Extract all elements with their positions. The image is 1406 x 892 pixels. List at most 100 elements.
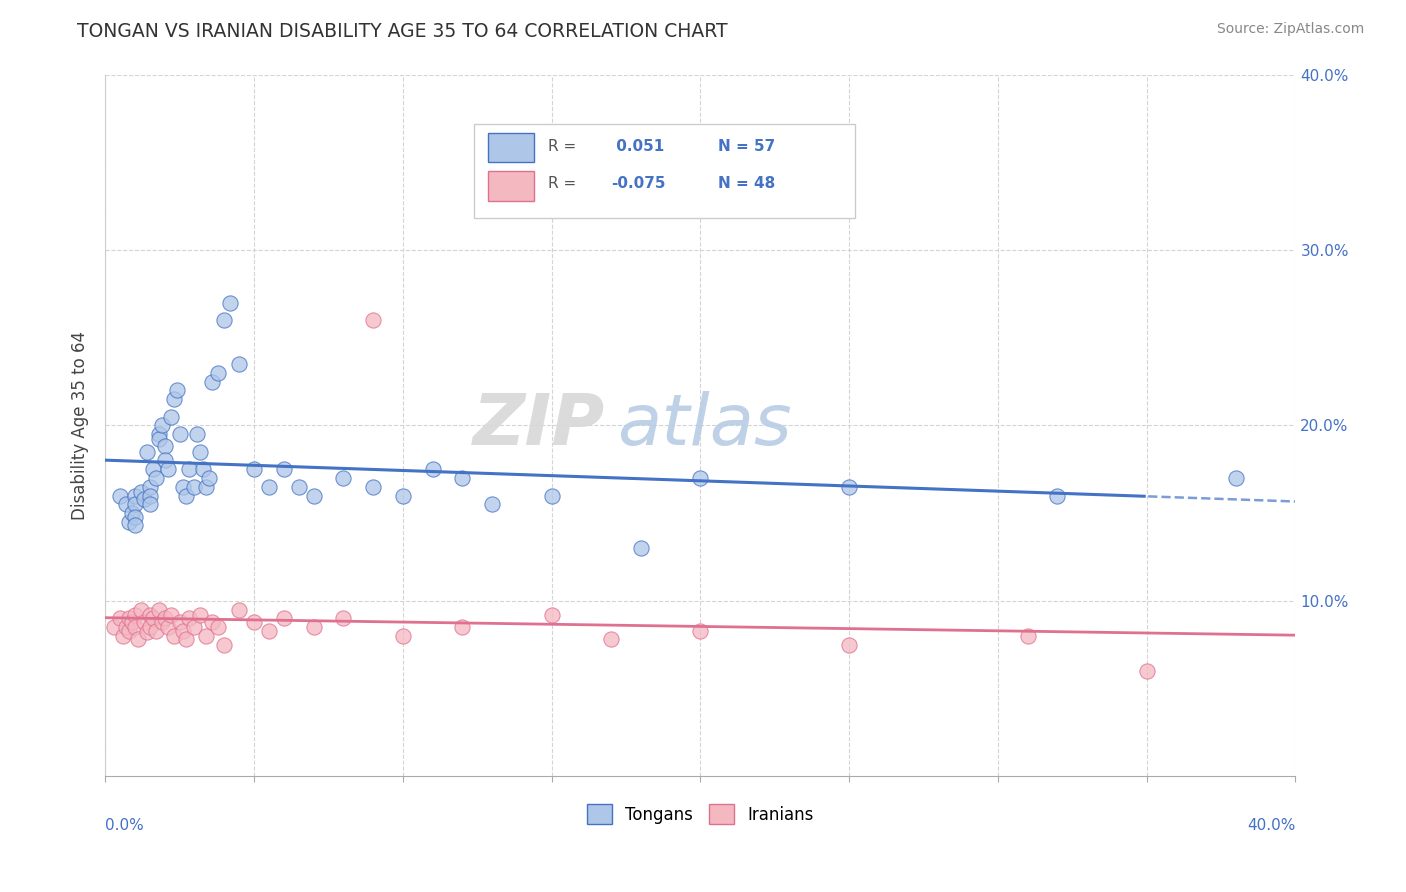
Point [139,497,162,511]
Point [302,620,325,634]
Point [156,462,179,476]
Point [257,624,280,638]
FancyBboxPatch shape [474,124,855,219]
Point [148,433,170,447]
Point [201,615,224,629]
Point [201,375,224,389]
Point [135,625,157,640]
Point [212,638,235,652]
Point [332,471,354,485]
Point [361,313,384,327]
Point [163,629,186,643]
Point [540,607,562,622]
Point [124,518,146,533]
Point [153,611,176,625]
Point [302,489,325,503]
Text: Source: ZipAtlas.com: Source: ZipAtlas.com [1216,22,1364,37]
Point [243,615,266,629]
Point [689,624,711,638]
Text: ZIP: ZIP [472,391,605,460]
Point [145,471,167,485]
Point [118,624,141,638]
Text: atlas: atlas [617,391,792,460]
Point [600,632,623,647]
Point [1046,489,1069,503]
Point [118,611,141,625]
Point [172,480,194,494]
Text: R =: R = [548,138,576,153]
Point [159,607,181,622]
Point [838,480,860,494]
Point [186,427,208,442]
Point [115,497,138,511]
Point [150,418,173,433]
Point [124,620,146,634]
Point [190,444,212,458]
Text: -0.075: -0.075 [612,177,665,192]
Point [124,489,146,503]
Point [121,615,143,629]
Legend: Tongans, Iranians: Tongans, Iranians [579,797,821,831]
Point [139,489,162,503]
Point [689,471,711,485]
Text: 0.0%: 0.0% [105,818,143,833]
Point [207,620,229,634]
Text: TONGAN VS IRANIAN DISABILITY AGE 35 TO 64 CORRELATION CHART: TONGAN VS IRANIAN DISABILITY AGE 35 TO 6… [77,22,728,41]
Point [124,497,146,511]
Point [243,462,266,476]
Point [391,629,413,643]
Y-axis label: Disability Age 35 to 64: Disability Age 35 to 64 [72,331,89,520]
Point [166,384,188,398]
FancyBboxPatch shape [488,133,534,162]
Point [132,615,155,629]
Point [195,480,218,494]
Point [198,471,221,485]
Point [174,489,197,503]
Point [361,480,384,494]
Point [124,509,146,524]
Point [332,611,354,625]
Point [183,620,205,634]
Point [228,357,250,371]
Point [451,620,474,634]
Point [1136,664,1159,678]
Point [132,491,155,506]
Point [159,409,181,424]
Point [273,611,295,625]
Point [139,480,162,494]
Point [121,506,143,520]
Point [177,611,200,625]
Point [135,444,157,458]
Point [142,611,165,625]
Point [142,462,165,476]
Point [129,485,152,500]
Point [212,313,235,327]
Point [139,620,162,634]
Text: 40.0%: 40.0% [1247,818,1295,833]
Point [115,620,138,634]
Point [838,638,860,652]
Point [108,489,131,503]
Point [177,462,200,476]
Text: 0.051: 0.051 [612,138,664,153]
Point [169,615,191,629]
Point [630,541,652,556]
Point [118,515,141,529]
Point [481,497,503,511]
Point [150,615,173,629]
Point [195,629,218,643]
Point [139,607,162,622]
Point [207,366,229,380]
Point [287,480,309,494]
Text: N = 48: N = 48 [718,177,776,192]
Point [127,632,149,647]
Point [1225,471,1247,485]
Point [172,624,194,638]
Point [169,427,191,442]
Point [257,480,280,494]
Point [273,462,295,476]
Point [451,471,474,485]
Text: R =: R = [548,177,576,192]
Point [174,632,197,647]
Point [124,607,146,622]
